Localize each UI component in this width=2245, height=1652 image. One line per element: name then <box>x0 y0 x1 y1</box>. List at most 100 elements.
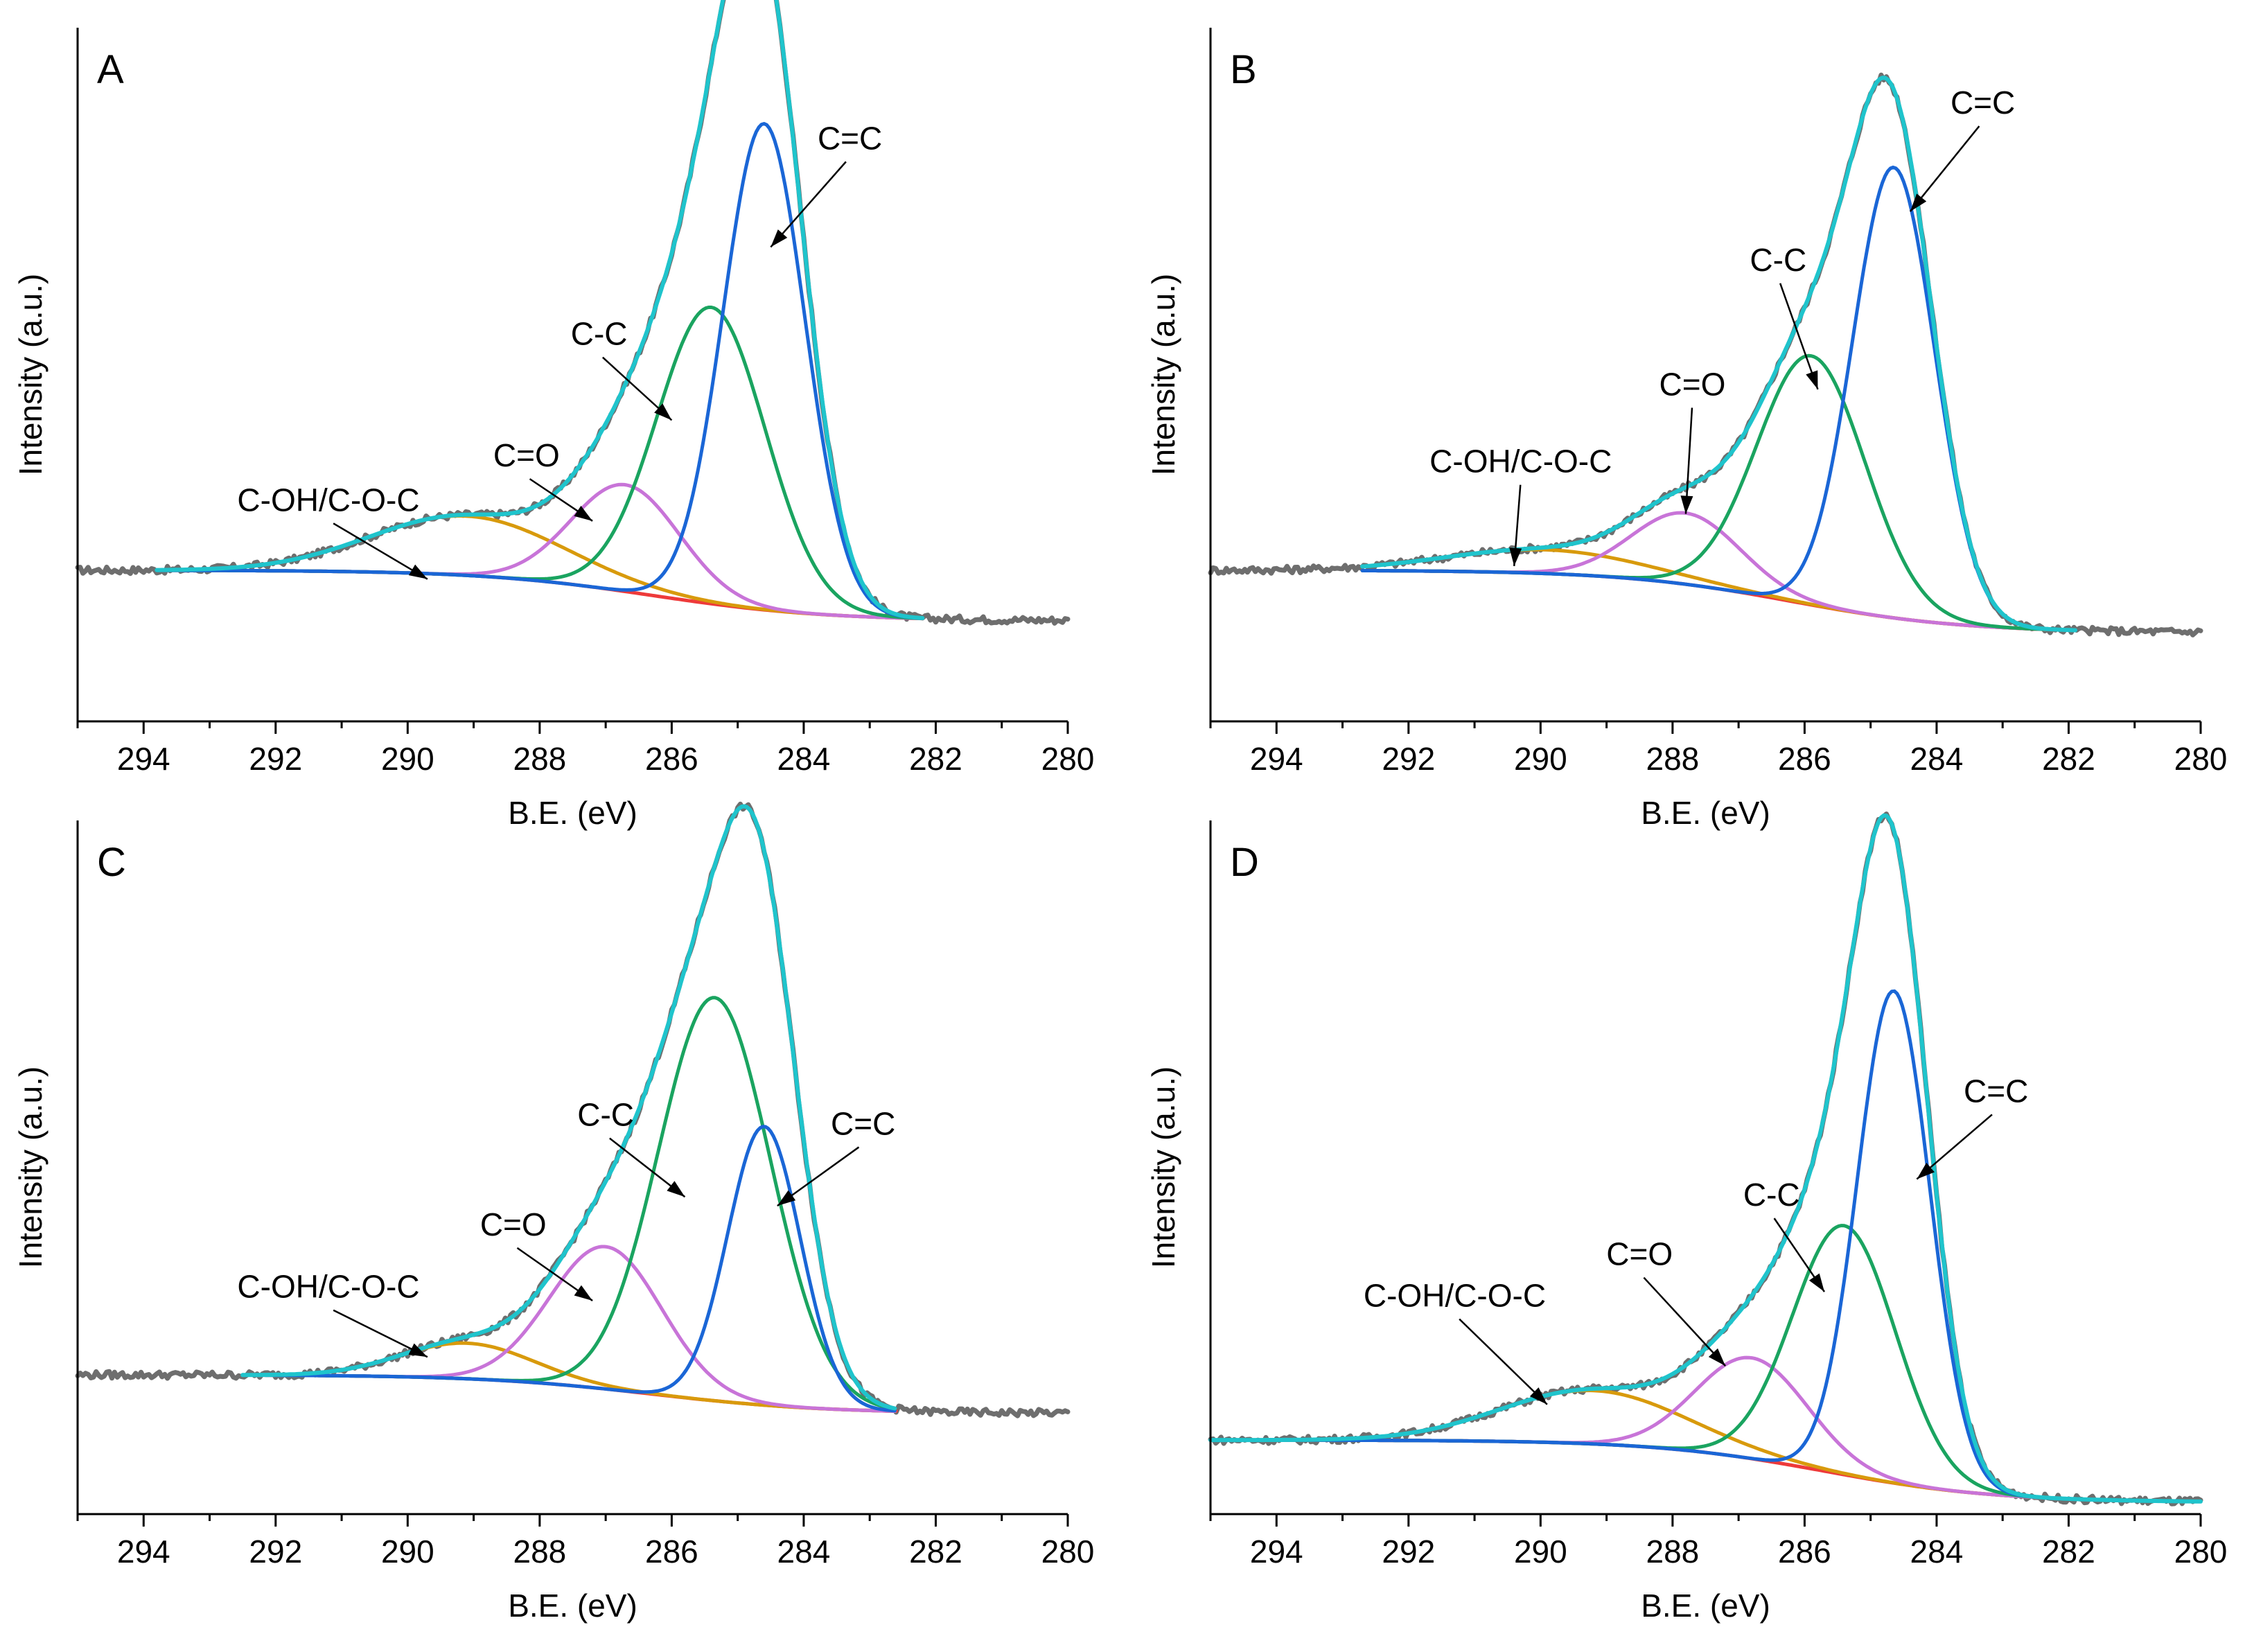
x-axis-title: B.E. (eV) <box>1641 1588 1770 1624</box>
peak-c-oh-c-o-c <box>155 514 924 621</box>
x-tick-label: 294 <box>117 1534 170 1570</box>
annotation-c-o: C=O <box>493 437 560 473</box>
raw-data-line <box>75 801 1071 1418</box>
arrowhead <box>1917 1162 1935 1179</box>
peak-c-c <box>155 122 924 620</box>
arrowhead <box>1529 1387 1547 1405</box>
x-tick-label: 292 <box>1382 741 1435 777</box>
x-axis-title: B.E. (eV) <box>1641 795 1770 831</box>
panel-letter: A <box>97 47 124 92</box>
arrowhead <box>777 1190 796 1206</box>
x-tick-label: 288 <box>1646 1534 1699 1570</box>
peak-c-c <box>240 1125 897 1413</box>
annotation-c-o: C=O <box>1659 366 1726 402</box>
x-tick-label: 286 <box>1778 741 1831 777</box>
arrowhead <box>654 403 672 421</box>
envelope-line <box>155 0 925 620</box>
x-tick-label: 292 <box>249 1534 302 1570</box>
x-tick-label: 290 <box>1514 741 1567 777</box>
x-axis-title: B.E. (eV) <box>508 795 637 831</box>
envelope-line <box>240 804 897 1411</box>
peak-c-o <box>1208 1355 2203 1504</box>
annotation-c-c: C=C <box>818 120 882 156</box>
annotation-c-c: C=C <box>1964 1073 2028 1109</box>
y-axis-title: Intensity (a.u.) <box>1145 1066 1181 1268</box>
arrowhead <box>1910 193 1927 212</box>
x-tick-label: 282 <box>909 741 962 777</box>
raw-data-line <box>75 0 1071 626</box>
annotation-c-oh-c-o-c: C-OH/C-O-C <box>237 482 419 518</box>
x-tick-label: 282 <box>2042 741 2095 777</box>
raw-data-line <box>1208 811 2203 1506</box>
annotation-c-o: C=O <box>1606 1236 1673 1272</box>
x-axis-title: B.E. (eV) <box>508 1588 637 1624</box>
arrowhead <box>1708 1348 1726 1367</box>
arrowhead <box>408 564 428 579</box>
x-tick-label: 288 <box>513 1534 566 1570</box>
annotation-c-o: C=O <box>480 1206 547 1242</box>
panel-letter: C <box>97 840 126 885</box>
x-tick-label: 292 <box>1382 1534 1435 1570</box>
arrowhead <box>667 1181 685 1197</box>
panel-a: 294 292 290 288 286 284 282 280 B.E. (eV) Intensi… <box>12 0 1094 831</box>
panel-letter: D <box>1230 840 1259 885</box>
annotation-c-c: C-C <box>571 316 628 352</box>
panel-c: 294 292 290 288 286 284 282 280 B.E. (eV) Intensi… <box>12 801 1095 1624</box>
arrowhead <box>1680 495 1693 514</box>
annotation-arrow-line <box>1909 125 1980 213</box>
x-tick-label: 288 <box>513 741 566 777</box>
y-axis-title: Intensity (a.u.) <box>12 1066 49 1268</box>
arrowhead <box>574 505 593 521</box>
annotation-c-c: C=C <box>831 1105 895 1141</box>
x-tick-label: 282 <box>2042 1534 2095 1570</box>
x-tick-label: 284 <box>777 741 831 777</box>
annotation-c-oh-c-o-c: C-OH/C-O-C <box>1429 443 1612 480</box>
arrowhead <box>1806 370 1818 389</box>
x-tick-label: 294 <box>117 741 170 777</box>
x-tick-label: 286 <box>645 741 698 777</box>
x-tick-label: 292 <box>249 741 302 777</box>
arrowhead <box>1808 1273 1824 1292</box>
background-line <box>1208 1438 2203 1504</box>
arrowhead <box>408 1343 428 1357</box>
annotation-c-oh-c-o-c: C-OH/C-O-C <box>237 1269 419 1305</box>
x-tick-label: 294 <box>1250 741 1303 777</box>
y-axis-title: Intensity (a.u.) <box>12 274 49 475</box>
x-tick-label: 282 <box>909 1534 962 1570</box>
y-axis-title: Intensity (a.u.) <box>1145 274 1181 475</box>
peak-c-c <box>1208 1224 2203 1504</box>
annotation-c-c: C-C <box>577 1097 634 1133</box>
envelope-line <box>1208 813 2203 1504</box>
envelope-line <box>1360 76 2077 633</box>
x-tick-label: 284 <box>777 1534 831 1570</box>
x-tick-label: 290 <box>381 741 434 777</box>
arrowhead <box>574 1285 593 1301</box>
annotation-c-oh-c-o-c: C-OH/C-O-C <box>1364 1278 1546 1314</box>
annotation-c-c: C=C <box>1951 85 2015 121</box>
annotation-c-c: C-C <box>1750 242 1806 278</box>
x-tick-label: 286 <box>645 1534 698 1570</box>
x-tick-label: 290 <box>381 1534 434 1570</box>
arrowhead <box>1509 547 1522 566</box>
panel-letter: B <box>1230 47 1257 92</box>
x-tick-label: 284 <box>1910 1534 1964 1570</box>
panel-b: 294 292 290 288 286 284 282 280 B.E. (eV) Intensi… <box>1145 28 2227 831</box>
x-tick-label: 294 <box>1250 1534 1303 1570</box>
annotation-arrow-line <box>1643 1276 1726 1367</box>
x-tick-label: 288 <box>1646 741 1699 777</box>
x-tick-label: 280 <box>2174 1534 2228 1570</box>
x-tick-label: 284 <box>1910 741 1964 777</box>
arrowhead <box>771 229 788 247</box>
panel-d: 294 292 290 288 286 284 282 280 B.E. (eV) Intensi… <box>1145 811 2228 1624</box>
x-tick-label: 290 <box>1514 1534 1567 1570</box>
peak-c-c <box>240 996 897 1411</box>
x-tick-label: 286 <box>1778 1534 1831 1570</box>
annotation-c-c: C-C <box>1743 1177 1800 1213</box>
annotation-arrow-line <box>1779 283 1819 390</box>
annotation-arrow-line <box>1459 1318 1548 1405</box>
x-tick-label: 280 <box>2174 741 2228 777</box>
x-tick-label: 280 <box>1041 1534 1095 1570</box>
peak-c-c <box>1208 989 2203 1504</box>
annotation-arrow-line <box>333 522 428 580</box>
